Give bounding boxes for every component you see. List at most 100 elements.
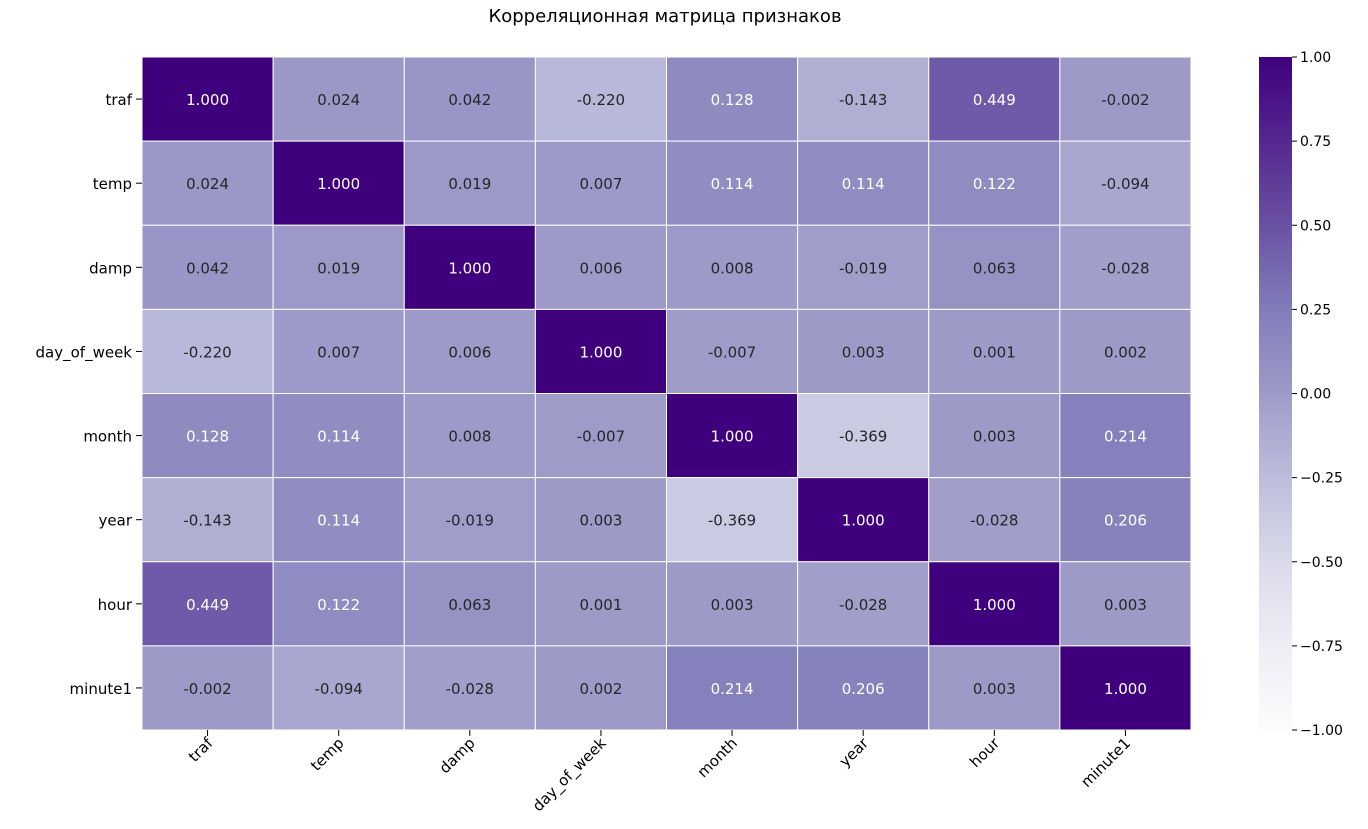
- cell-value-label: 0.003: [973, 428, 1016, 446]
- colorbar-tick-label: −0.50: [1300, 555, 1343, 571]
- cell-value-label: 0.024: [317, 91, 360, 109]
- heatmap-cell: [534, 140, 667, 226]
- cell-value-label: 1.000: [186, 91, 229, 109]
- colorbar-tick-label: 0.50: [1300, 218, 1331, 234]
- heatmap-cell: [403, 645, 536, 731]
- cell-value-label: 0.008: [711, 259, 754, 277]
- column-tick-labels: traf temp damp day_of_week month year hour minu…: [185, 730, 1134, 816]
- heatmap-cell: [272, 56, 405, 142]
- cell-value-label: 0.114: [317, 428, 360, 446]
- column-tick-label: minute1: [1077, 734, 1134, 791]
- heatmap-cell: [666, 56, 799, 142]
- heatmap-cell: [403, 308, 536, 394]
- heatmap-cell: [534, 56, 667, 142]
- row-tick-label: temp: [93, 175, 132, 193]
- cell-value-label: -0.019: [446, 512, 494, 530]
- heatmap-cell: [928, 140, 1061, 226]
- colorbar-tick-label: 0.00: [1300, 387, 1331, 403]
- heatmap-cell: [403, 224, 536, 310]
- cell-value-label: -0.028: [839, 596, 887, 614]
- cell-value-label: 0.002: [1104, 343, 1147, 361]
- cell-value-label: -0.028: [446, 680, 494, 698]
- row-tick-label: day_of_week: [36, 343, 133, 362]
- colorbar-gradient: [1259, 57, 1292, 730]
- cell-value-label: -0.002: [1101, 91, 1149, 109]
- cell-value-label: 0.007: [317, 343, 360, 361]
- colorbar: 1.00 0.75 0.50 0.25 0.00 −0.25 −0.50 −0.75 −1.00: [1259, 50, 1343, 739]
- cell-value-label: 0.019: [317, 259, 360, 277]
- row-tick-label: minute1: [70, 680, 132, 698]
- colorbar-tick-label: 0.75: [1300, 134, 1331, 150]
- chart-title: Корреляционная матрица признаков: [488, 6, 841, 27]
- heatmap-cell: [272, 561, 405, 647]
- cell-value-label: -0.143: [183, 512, 231, 530]
- cell-value-label: 0.003: [711, 596, 754, 614]
- cell-value-label: -0.094: [315, 680, 363, 698]
- cell-value-label: 0.449: [186, 596, 229, 614]
- heatmap-cell: [1059, 224, 1192, 310]
- cell-value-label: -0.002: [183, 680, 231, 698]
- cell-value-label: 1.000: [1104, 680, 1147, 698]
- cell-value-label: 0.128: [186, 428, 229, 446]
- heatmap-cell: [403, 561, 536, 647]
- cell-value-label: -0.007: [577, 428, 625, 446]
- heatmap-cell: [141, 308, 274, 394]
- cell-value-label: -0.019: [839, 259, 887, 277]
- colorbar-tick-label: −1.00: [1300, 723, 1343, 739]
- cell-value-label: 0.214: [711, 680, 754, 698]
- heatmap-cell: [141, 224, 274, 310]
- cell-annotations: 1.000 0.024 0.042 -0.220 0.128 -0.143 0.449 -0.…: [183, 91, 1149, 698]
- heatmap-cell: [797, 645, 930, 731]
- row-tick-label: damp: [89, 259, 132, 277]
- heatmap-cell: [666, 308, 799, 394]
- cell-value-label: 0.003: [579, 512, 622, 530]
- cell-value-label: 0.006: [579, 259, 622, 277]
- heatmap-cell: [403, 393, 536, 479]
- heatmap-cell: [403, 56, 536, 142]
- heatmap-cell: [666, 393, 799, 479]
- heatmap-cell: [928, 308, 1061, 394]
- cell-value-label: 0.128: [711, 91, 754, 109]
- column-tick-label: day_of_week: [529, 734, 611, 816]
- column-tick-label: hour: [966, 734, 1004, 772]
- cell-value-label: 0.008: [448, 428, 491, 446]
- heatmap-cell: [534, 308, 667, 394]
- cell-value-label: -0.220: [577, 91, 625, 109]
- heatmap-cell: [797, 561, 930, 647]
- cell-value-label: 0.063: [973, 259, 1016, 277]
- heatmap-cell: [928, 393, 1061, 479]
- heatmap-cell: [1059, 140, 1192, 226]
- cell-value-label: 0.019: [448, 175, 491, 193]
- row-tick-label: month: [83, 428, 132, 446]
- heatmap-cells: [141, 56, 1192, 731]
- cell-value-label: -0.094: [1101, 175, 1149, 193]
- heatmap-cell: [797, 224, 930, 310]
- heatmap-cell: [797, 140, 930, 226]
- heatmap-cell: [1059, 56, 1192, 142]
- cell-value-label: 1.000: [448, 259, 491, 277]
- heatmap-cell: [797, 393, 930, 479]
- cell-value-label: 0.002: [579, 680, 622, 698]
- cell-value-label: 0.003: [1104, 596, 1147, 614]
- colorbar-tick-label: 1.00: [1300, 50, 1331, 66]
- heatmap-cell: [534, 224, 667, 310]
- cell-value-label: -0.028: [1101, 259, 1149, 277]
- column-tick-label: year: [836, 734, 873, 771]
- column-tick-label: month: [694, 734, 741, 781]
- heatmap-cell: [141, 561, 274, 647]
- cell-value-label: 0.006: [448, 343, 491, 361]
- cell-value-label: 0.042: [186, 259, 229, 277]
- heatmap-cell: [272, 477, 405, 563]
- cell-value-label: -0.028: [970, 512, 1018, 530]
- row-tick-label: year: [99, 512, 133, 530]
- cell-value-label: -0.007: [708, 343, 756, 361]
- heatmap-cell: [797, 56, 930, 142]
- column-tick-label: damp: [436, 734, 479, 777]
- cell-value-label: 0.206: [842, 680, 885, 698]
- cell-value-label: 0.024: [186, 175, 229, 193]
- colorbar-tick-label: −0.75: [1300, 639, 1343, 655]
- cell-value-label: 0.214: [1104, 428, 1147, 446]
- cell-value-label: 0.007: [579, 175, 622, 193]
- heatmap-cell: [272, 140, 405, 226]
